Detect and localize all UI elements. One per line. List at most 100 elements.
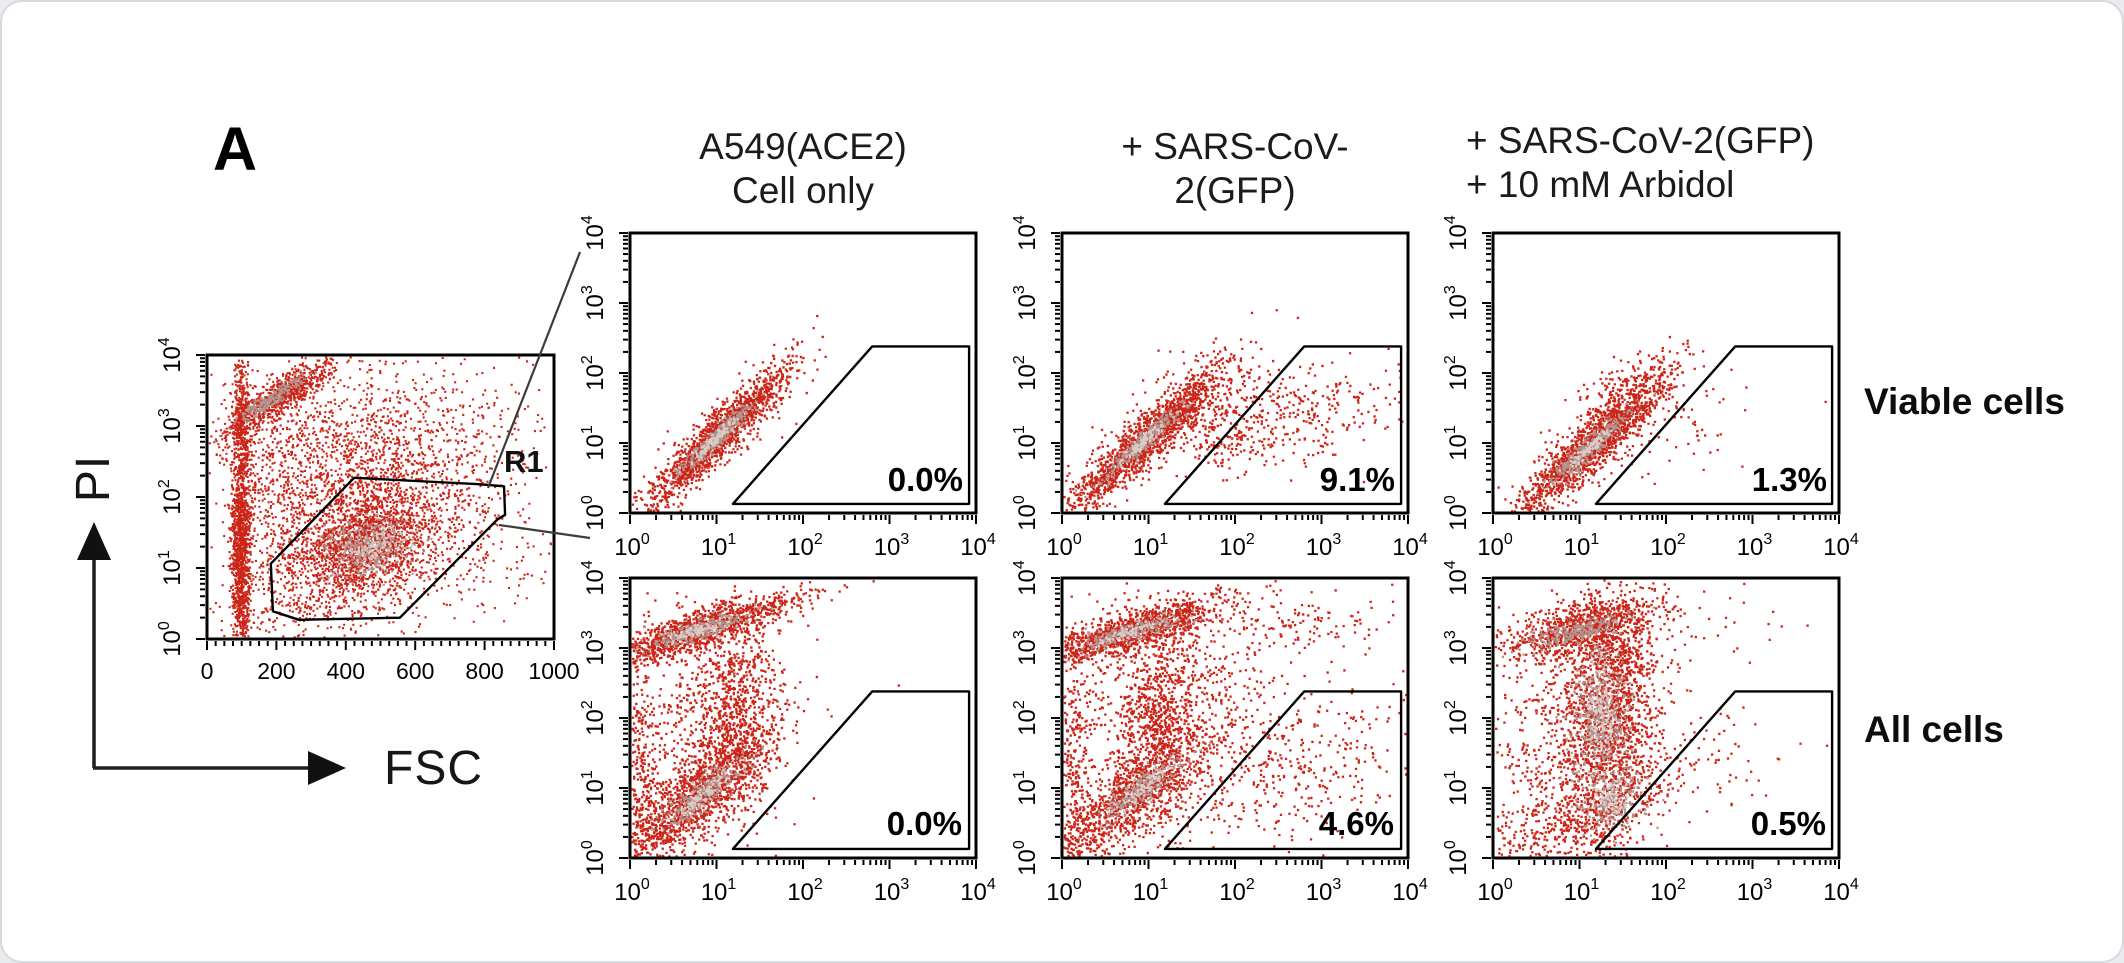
svg-text:102: 102: [787, 876, 823, 906]
svg-text:100: 100: [1011, 495, 1041, 531]
svg-text:103: 103: [874, 876, 910, 906]
svg-text:101: 101: [156, 550, 186, 586]
column-header-line: + SARS-CoV-2(GFP): [1121, 126, 1349, 211]
row-label-viable-cells: Viable cells: [1864, 381, 2065, 422]
svg-text:103: 103: [1442, 285, 1472, 321]
svg-text:104: 104: [1442, 215, 1472, 251]
svg-text:104: 104: [579, 560, 609, 596]
svg-text:103: 103: [1011, 630, 1041, 666]
svg-text:102: 102: [1650, 876, 1686, 906]
column-header-line: A549(ACE2): [699, 126, 907, 167]
svg-text:103: 103: [1306, 531, 1342, 561]
svg-text:800: 800: [465, 658, 503, 684]
gate-percent-all-sars-cov-2: 4.6%: [1318, 805, 1394, 842]
svg-text:104: 104: [960, 531, 996, 561]
svg-text:600: 600: [396, 658, 434, 684]
svg-text:101: 101: [579, 425, 609, 461]
svg-text:104: 104: [1392, 876, 1428, 906]
svg-text:100: 100: [614, 876, 650, 906]
svg-text:101: 101: [1564, 531, 1600, 561]
svg-text:100: 100: [579, 495, 609, 531]
svg-text:103: 103: [579, 630, 609, 666]
column-header-line: Cell only: [732, 170, 874, 211]
svg-text:102: 102: [579, 355, 609, 391]
svg-text:200: 200: [257, 658, 295, 684]
svg-text:104: 104: [960, 876, 996, 906]
gate-percent-viable-arbidol: 1.3%: [1751, 461, 1827, 498]
svg-text:101: 101: [1011, 425, 1041, 461]
svg-text:102: 102: [579, 700, 609, 736]
gate-label-r1: R1: [504, 444, 544, 479]
scatter-plot-all-cell-only: 100 101 102 103 104 100 101 102 103 104: [570, 544, 1016, 919]
svg-text:101: 101: [1442, 425, 1472, 461]
column-header-arbidol: + SARS-CoV-2(GFP) + 10 mM Arbidol: [1466, 119, 1815, 207]
svg-text:103: 103: [1306, 876, 1342, 906]
column-header-line: + SARS-CoV-2(GFP): [1466, 120, 1815, 161]
svg-text:1000: 1000: [528, 658, 579, 684]
svg-text:101: 101: [1011, 770, 1041, 806]
svg-text:101: 101: [1564, 876, 1600, 906]
svg-text:100: 100: [1442, 840, 1472, 876]
pi-axis-arrow: [77, 522, 111, 768]
svg-text:104: 104: [579, 215, 609, 251]
svg-text:103: 103: [874, 531, 910, 561]
svg-text:100: 100: [156, 621, 186, 657]
svg-text:102: 102: [787, 531, 823, 561]
scatter-plot-fsc-vs-pi: 0 200 400 600 800 1000 100 101 102 103 104: [147, 321, 594, 700]
scatter-plot-all-sars-cov-2: 100 101 102 103 104 100 101 102 103 104: [1002, 544, 1448, 919]
svg-text:101: 101: [701, 876, 737, 906]
svg-text:0: 0: [201, 658, 214, 684]
svg-text:104: 104: [1823, 876, 1859, 906]
svg-text:100: 100: [1477, 531, 1513, 561]
svg-text:100: 100: [1011, 840, 1041, 876]
svg-text:100: 100: [579, 840, 609, 876]
svg-text:101: 101: [579, 770, 609, 806]
svg-text:103: 103: [579, 285, 609, 321]
svg-text:101: 101: [1133, 531, 1169, 561]
svg-text:400: 400: [327, 658, 365, 684]
scatter-plot-viable-arbidol: 100 101 102 103 104 100 101 102 103 104: [1433, 199, 1879, 574]
column-header-sars-cov-2: + SARS-CoV-2(GFP): [1062, 125, 1408, 213]
svg-text:100: 100: [1046, 531, 1082, 561]
svg-text:104: 104: [156, 337, 186, 373]
fsc-axis-arrow: [93, 751, 346, 785]
gate-percent-all-cell-only: 0.0%: [886, 805, 962, 842]
pi-axis-label: PI: [67, 454, 121, 503]
svg-text:104: 104: [1011, 560, 1041, 596]
svg-text:101: 101: [1442, 770, 1472, 806]
svg-text:103: 103: [1442, 630, 1472, 666]
svg-text:100: 100: [1046, 876, 1082, 906]
svg-text:101: 101: [701, 531, 737, 561]
svg-text:103: 103: [1737, 876, 1773, 906]
gate-percent-viable-cell-only: 0.0%: [887, 461, 963, 498]
row-label-all-cells: All cells: [1864, 709, 2004, 750]
svg-text:102: 102: [1442, 355, 1472, 391]
scatter-plot-viable-cell-only: 100 101 102 103 104 100 101 102 103 104: [570, 199, 1016, 574]
svg-text:103: 103: [156, 408, 186, 444]
panel-label: A: [213, 115, 258, 183]
column-header-cell-only: A549(ACE2) Cell only: [630, 125, 976, 213]
svg-text:104: 104: [1823, 531, 1859, 561]
gate-percent-viable-sars-cov-2: 9.1%: [1319, 461, 1395, 498]
svg-text:103: 103: [1011, 285, 1041, 321]
svg-text:104: 104: [1392, 531, 1428, 561]
svg-text:102: 102: [1219, 876, 1255, 906]
svg-text:103: 103: [1737, 531, 1773, 561]
gate-percent-all-arbidol: 0.5%: [1750, 805, 1826, 842]
fsc-axis-label: FSC: [384, 742, 483, 795]
svg-text:100: 100: [614, 531, 650, 561]
svg-text:104: 104: [1442, 560, 1472, 596]
svg-text:102: 102: [1442, 700, 1472, 736]
svg-text:102: 102: [1011, 355, 1041, 391]
scatter-plot-viable-sars-cov-2: 100 101 102 103 104 100 101 102 103 104: [1002, 199, 1448, 574]
column-header-line: + 10 mM Arbidol: [1466, 164, 1735, 205]
svg-text:102: 102: [1650, 531, 1686, 561]
svg-text:104: 104: [1011, 215, 1041, 251]
svg-text:102: 102: [1219, 531, 1255, 561]
svg-text:100: 100: [1477, 876, 1513, 906]
svg-text:102: 102: [1011, 700, 1041, 736]
svg-text:102: 102: [156, 479, 186, 515]
scatter-plot-all-arbidol: 100 101 102 103 104 100 101 102 103 104: [1433, 544, 1879, 919]
svg-text:101: 101: [1133, 876, 1169, 906]
svg-text:100: 100: [1442, 495, 1472, 531]
